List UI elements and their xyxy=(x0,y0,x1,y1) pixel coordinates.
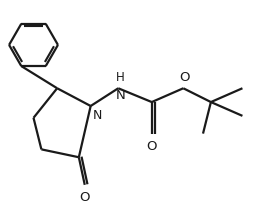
Text: N: N xyxy=(93,109,102,122)
Text: N: N xyxy=(115,89,125,102)
Text: O: O xyxy=(147,139,157,152)
Text: O: O xyxy=(79,191,90,204)
Text: O: O xyxy=(179,71,189,84)
Text: H: H xyxy=(116,71,125,84)
